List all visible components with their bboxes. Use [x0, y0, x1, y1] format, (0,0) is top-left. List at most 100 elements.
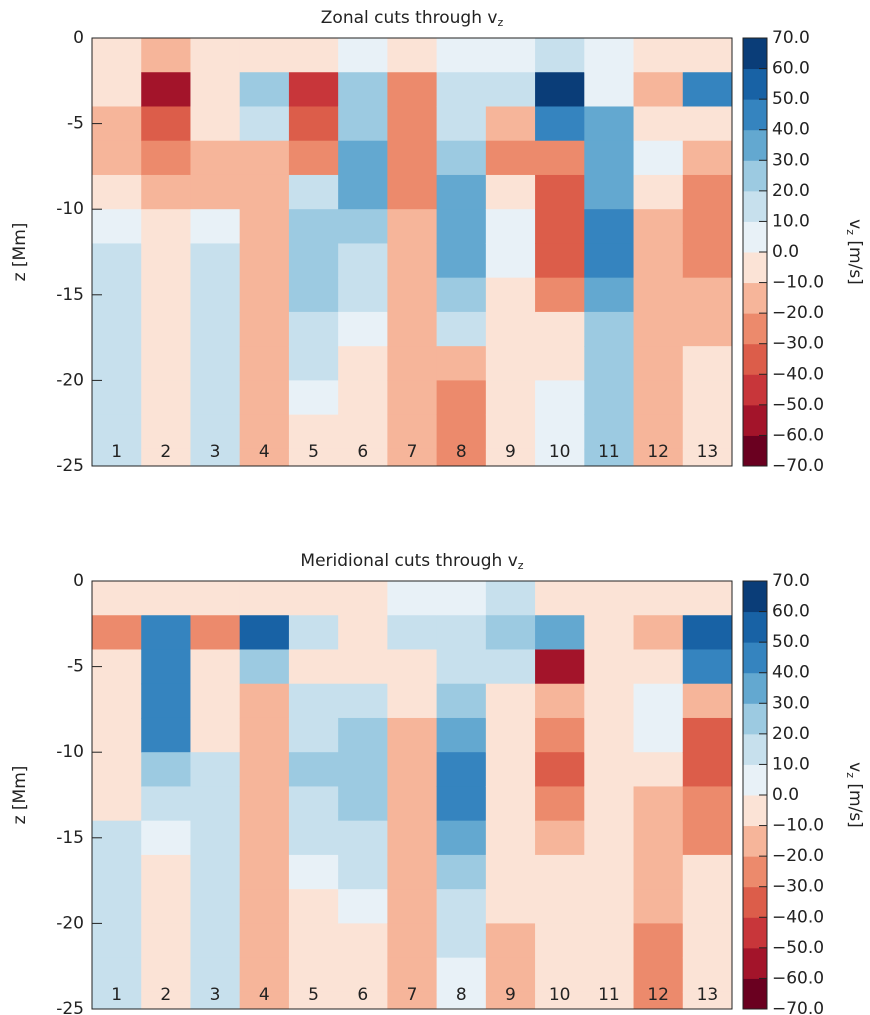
colorbar-swatch [743, 581, 767, 613]
colorbar-swatch [743, 404, 767, 436]
cell [633, 277, 684, 313]
cell [584, 820, 635, 856]
cell [584, 174, 635, 210]
cell [190, 311, 241, 347]
cell [535, 820, 585, 856]
cell [682, 752, 733, 787]
cell [92, 923, 142, 959]
cell [436, 72, 487, 107]
cell [535, 72, 585, 107]
cell [682, 649, 733, 685]
cell [387, 277, 438, 313]
cell [436, 717, 487, 753]
colorbar-swatch [743, 313, 767, 345]
cell [141, 991, 191, 1010]
cell [141, 174, 191, 210]
cell [633, 380, 684, 416]
cell [92, 346, 142, 381]
cell [338, 752, 388, 787]
cell [288, 683, 339, 719]
cell [485, 346, 536, 381]
cell [239, 72, 290, 107]
cell [239, 414, 290, 450]
cell [288, 414, 339, 450]
cell [288, 991, 339, 1010]
colorbar-swatch [743, 190, 767, 222]
colorbar-tick-label: 70.0 [772, 571, 810, 591]
cell [633, 72, 684, 107]
y-tick-label: -5 [67, 114, 84, 134]
cell [485, 106, 536, 142]
cell [141, 106, 191, 142]
cell [338, 854, 388, 890]
cell [633, 717, 684, 753]
colorbar-swatch [743, 611, 767, 643]
cell [239, 649, 290, 685]
cell [436, 277, 487, 313]
category-label: 4 [259, 985, 270, 1005]
cell [387, 414, 438, 450]
cell [92, 38, 142, 73]
title-subscript: z [497, 16, 503, 29]
colorbar-swatch [743, 99, 767, 131]
colorbar-swatch [743, 252, 767, 284]
cell [387, 957, 438, 993]
cell [535, 174, 585, 210]
cell [682, 140, 733, 176]
cell [190, 752, 241, 787]
colorbar-tick-label: 20.0 [772, 181, 810, 201]
cell [682, 854, 733, 890]
cell [239, 923, 290, 959]
cell [92, 380, 142, 416]
colorbar-tick-label: 0.0 [772, 242, 799, 262]
cell [338, 923, 388, 959]
cell [338, 414, 388, 450]
cell [190, 991, 241, 1010]
cell [485, 448, 536, 467]
cell [387, 923, 438, 959]
cell [141, 649, 191, 685]
cell [92, 414, 142, 450]
cell [436, 106, 487, 142]
cell [387, 854, 438, 890]
cell [387, 346, 438, 381]
cell [633, 923, 684, 959]
cell [535, 38, 585, 73]
cell [338, 346, 388, 381]
colorbar-tick-label: 20.0 [772, 724, 810, 744]
cell [584, 311, 635, 347]
cell [190, 581, 241, 616]
cell [92, 448, 142, 467]
cell [485, 820, 536, 856]
cell [288, 957, 339, 993]
cell [584, 889, 635, 924]
cell [387, 683, 438, 719]
y-tick-label: 0 [73, 571, 84, 591]
cell [584, 581, 635, 616]
cell [436, 380, 487, 416]
colorbar-tick-label: 30.0 [772, 693, 810, 713]
cell [387, 38, 438, 73]
cell [190, 277, 241, 313]
cell [338, 380, 388, 416]
cell [239, 615, 290, 650]
cell [584, 209, 635, 244]
colorbar-label-main: v [845, 762, 865, 772]
colorbar-swatch [743, 68, 767, 100]
cell [682, 683, 733, 719]
cell [535, 311, 585, 347]
cell [239, 277, 290, 313]
cell [141, 346, 191, 381]
cell [190, 72, 241, 107]
cell [633, 106, 684, 142]
category-label: 10 [549, 985, 571, 1005]
cell [190, 140, 241, 176]
cell [92, 209, 142, 244]
cell [535, 717, 585, 753]
colorbar-tick-label: −50.0 [772, 395, 824, 415]
cell [338, 991, 388, 1010]
cell [682, 346, 733, 381]
cell [485, 854, 536, 890]
cell [633, 140, 684, 176]
